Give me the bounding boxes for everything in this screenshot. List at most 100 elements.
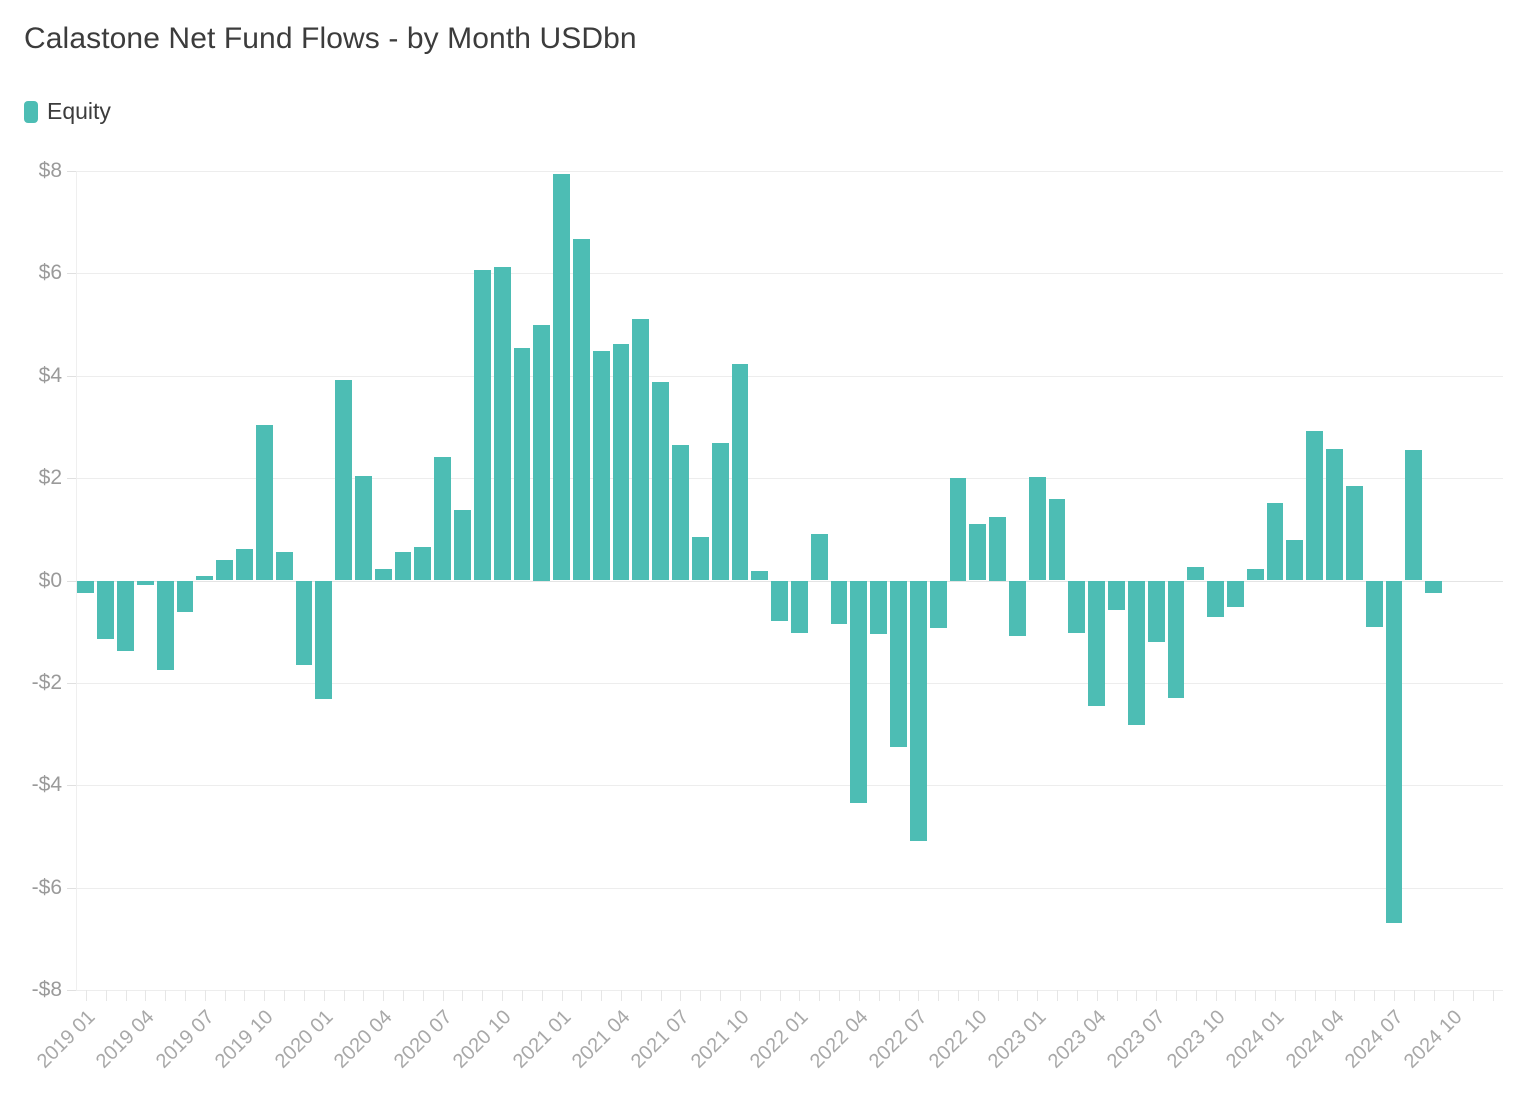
bar[interactable] <box>1365 580 1383 627</box>
bar[interactable] <box>1227 580 1244 608</box>
bar[interactable] <box>513 347 531 581</box>
x-axis-tick <box>977 990 979 1001</box>
bar[interactable] <box>1088 580 1106 706</box>
bar[interactable] <box>1425 580 1443 594</box>
bar[interactable] <box>1385 580 1403 924</box>
x-axis-tick <box>938 990 940 1001</box>
bar[interactable] <box>1147 580 1165 642</box>
bar[interactable] <box>156 580 174 671</box>
x-axis-tick <box>1314 990 1316 1001</box>
bar[interactable] <box>751 571 769 581</box>
bar[interactable] <box>810 534 828 581</box>
bar[interactable] <box>711 443 729 581</box>
bar[interactable] <box>691 536 709 581</box>
bar[interactable] <box>1306 430 1324 581</box>
bar[interactable] <box>216 560 234 581</box>
bar[interactable] <box>929 580 947 628</box>
bar[interactable] <box>890 580 907 747</box>
x-axis-label-text: 2020 01 <box>270 1006 338 1073</box>
x-axis-tick <box>779 990 781 1001</box>
bar[interactable] <box>275 552 293 581</box>
bar[interactable] <box>434 456 452 581</box>
x-axis-label-text: 2022 04 <box>805 1006 873 1073</box>
x-axis-tick <box>1116 990 1118 1001</box>
bar[interactable] <box>652 382 670 581</box>
bar[interactable] <box>335 379 352 581</box>
bar[interactable] <box>632 319 650 581</box>
bar[interactable] <box>394 552 412 581</box>
x-axis-tick <box>700 990 702 1001</box>
bar[interactable] <box>1207 580 1225 618</box>
y-axis-label: $0 <box>38 568 62 592</box>
x-axis-tick <box>185 990 186 1001</box>
bar[interactable] <box>1266 502 1284 581</box>
x-axis-tick <box>839 990 841 1001</box>
bar[interactable] <box>612 343 630 581</box>
gridline <box>76 478 1503 480</box>
bar[interactable] <box>1009 580 1026 636</box>
bar[interactable] <box>117 580 134 652</box>
bar[interactable] <box>850 580 868 804</box>
x-axis-tick <box>898 990 900 1001</box>
x-axis-tick <box>739 990 741 1001</box>
bar[interactable] <box>473 270 491 581</box>
bar[interactable] <box>354 475 372 581</box>
bar[interactable] <box>909 580 927 841</box>
x-axis-label-text: 2020 10 <box>448 1006 516 1073</box>
bar[interactable] <box>1405 449 1423 581</box>
bar[interactable] <box>1127 580 1145 725</box>
bar[interactable] <box>533 324 551 581</box>
bar[interactable] <box>295 580 313 665</box>
x-axis-tick <box>462 990 464 1001</box>
bar[interactable] <box>196 576 214 581</box>
x-axis-label-text: 2024 01 <box>1221 1006 1289 1073</box>
bar[interactable] <box>1326 448 1343 581</box>
x-axis-label-text: 2024 10 <box>1400 1006 1467 1073</box>
y-axis-tick <box>67 478 76 480</box>
bar[interactable] <box>1187 566 1205 581</box>
bar[interactable] <box>592 351 610 581</box>
x-axis-tick <box>1334 990 1336 1001</box>
bar[interactable] <box>672 444 689 581</box>
bar[interactable] <box>1286 539 1304 581</box>
bar[interactable] <box>315 580 333 700</box>
bar[interactable] <box>374 569 392 581</box>
bar[interactable] <box>136 580 154 585</box>
bar[interactable] <box>1068 580 1086 633</box>
bar[interactable] <box>255 425 273 581</box>
gridline <box>76 990 1503 991</box>
bar[interactable] <box>790 580 808 633</box>
x-axis-tick <box>1096 990 1098 1001</box>
x-axis-tick <box>1413 990 1415 1001</box>
bar[interactable] <box>97 580 115 640</box>
bar[interactable] <box>454 509 471 581</box>
bar[interactable] <box>236 548 253 581</box>
bar[interactable] <box>77 580 95 594</box>
gridline <box>76 375 1503 377</box>
bar[interactable] <box>1345 485 1363 581</box>
y-axis-tick <box>67 682 76 684</box>
bar[interactable] <box>969 524 987 581</box>
y-axis-label: $2 <box>38 466 62 490</box>
bar[interactable] <box>553 173 570 581</box>
bar[interactable] <box>731 364 749 581</box>
bar[interactable] <box>870 580 888 635</box>
bar[interactable] <box>830 580 848 624</box>
bar[interactable] <box>493 266 511 581</box>
chart-title: Calastone Net Fund Flows - by Month USDb… <box>24 22 637 55</box>
bar[interactable] <box>1108 580 1125 611</box>
bar[interactable] <box>1048 498 1066 581</box>
bar[interactable] <box>989 516 1007 581</box>
bar[interactable] <box>414 547 432 581</box>
x-axis-tick <box>1215 990 1217 1001</box>
x-axis-label-text: 2021 10 <box>686 1006 754 1073</box>
bar[interactable] <box>1246 569 1264 581</box>
bar[interactable] <box>572 238 590 581</box>
x-axis-tick <box>1255 990 1257 1001</box>
bar[interactable] <box>949 478 967 581</box>
x-axis-label-text: 2020 07 <box>389 1006 457 1073</box>
bar[interactable] <box>771 580 788 622</box>
bar[interactable] <box>1167 580 1185 699</box>
bar[interactable] <box>176 580 194 613</box>
bar[interactable] <box>1028 476 1046 581</box>
